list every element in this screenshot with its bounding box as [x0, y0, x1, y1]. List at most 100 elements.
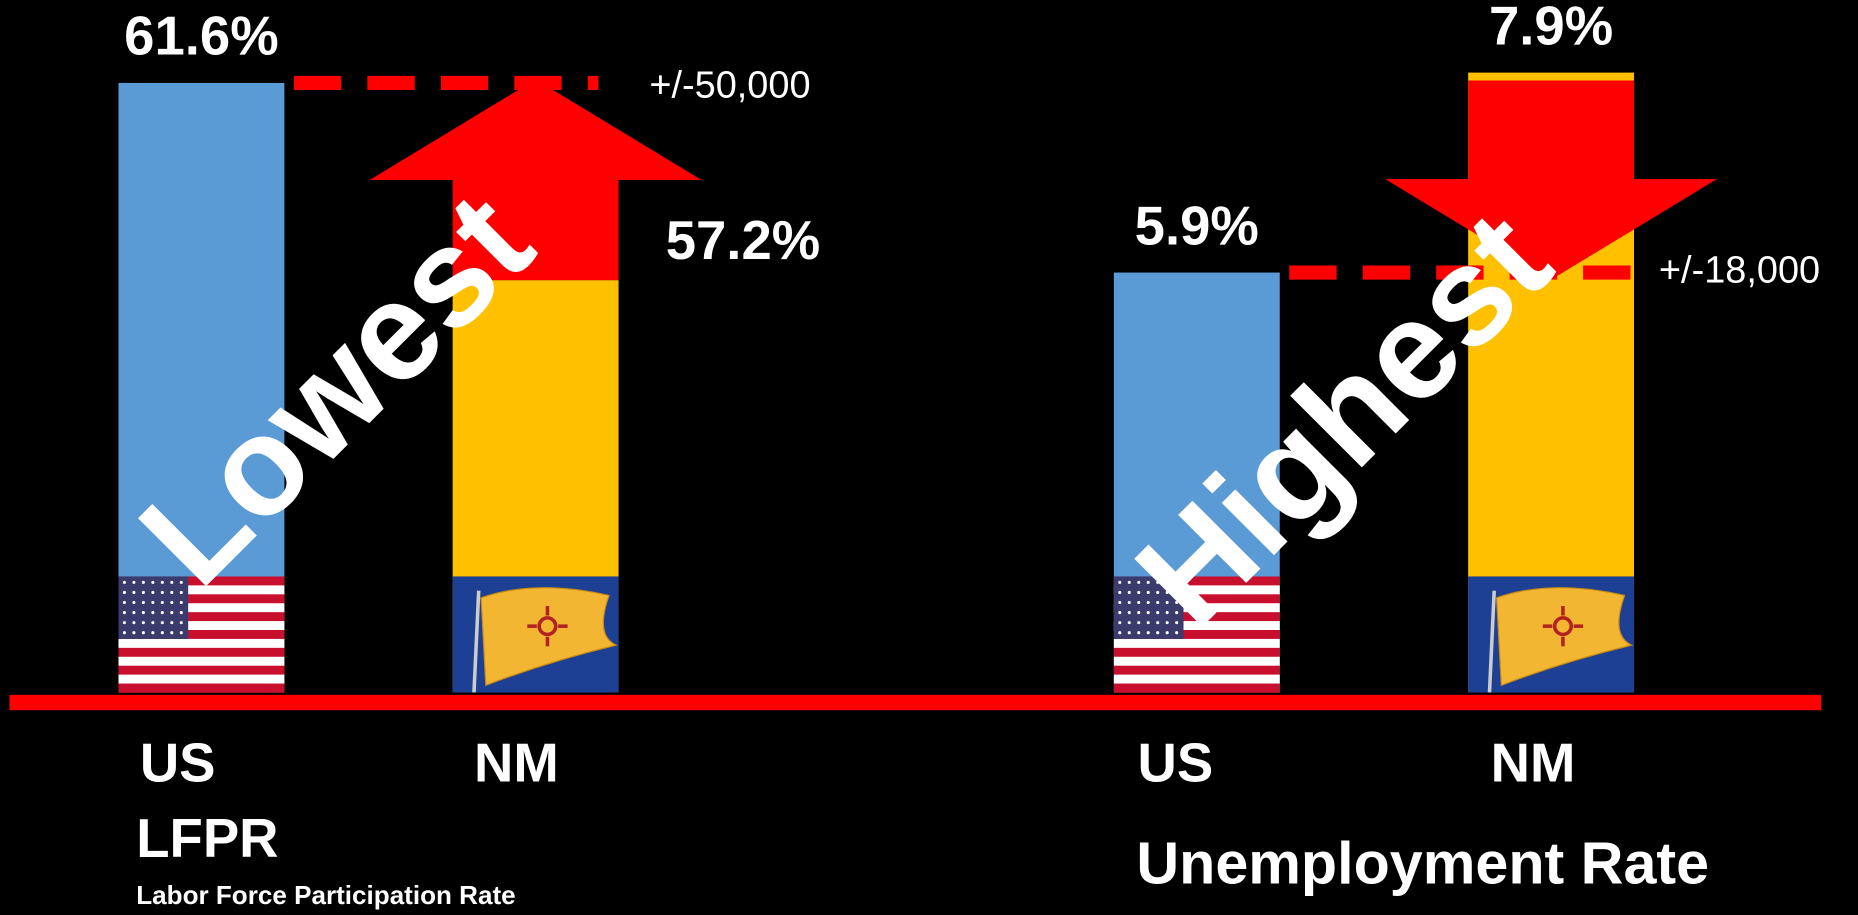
flag-cloth	[480, 587, 619, 687]
flag-star	[170, 580, 174, 584]
flag-star	[1156, 580, 1160, 584]
flag-stripe	[1113, 638, 1280, 649]
flag-star	[1137, 590, 1141, 594]
flag-star	[1118, 600, 1122, 605]
flag-star	[122, 611, 126, 615]
flag-star	[1165, 590, 1169, 594]
flag-star	[1127, 590, 1131, 594]
flag-star	[179, 631, 183, 635]
flag-star	[1118, 621, 1122, 625]
value-label: 7.9%	[1489, 0, 1613, 56]
flag-star	[1137, 621, 1141, 625]
flag-star	[1137, 631, 1141, 635]
flag-star	[141, 611, 145, 615]
flag-star	[179, 580, 183, 584]
flag-star	[170, 590, 174, 594]
flag-star	[141, 631, 145, 635]
flag-star	[1118, 580, 1122, 584]
flag-star	[1175, 580, 1179, 584]
baseline	[9, 694, 1822, 711]
flag-star	[1156, 621, 1160, 625]
flag-star	[1165, 611, 1169, 615]
flag-star	[1127, 621, 1131, 625]
flag-star	[160, 631, 164, 635]
annotation: +/-50,000	[649, 65, 810, 107]
flag-star	[122, 580, 126, 584]
flag-star	[1127, 611, 1131, 615]
nm-flag	[1468, 576, 1635, 693]
flag-stripe	[1113, 630, 1280, 640]
flag-star	[179, 600, 183, 605]
flag-star	[1146, 611, 1150, 615]
flag-star	[141, 621, 145, 625]
flag-star	[151, 621, 155, 625]
flag-stripe	[118, 665, 285, 675]
flag-stripe	[1113, 603, 1280, 613]
flag-stripe	[1113, 594, 1280, 604]
flag-star	[1165, 621, 1169, 625]
flag-stripe	[118, 674, 285, 684]
flag-star	[1175, 600, 1179, 605]
flag-stripe	[1113, 656, 1280, 667]
chart-title: LFPR	[136, 808, 278, 869]
flag-star	[179, 590, 183, 594]
flag-stripe	[118, 594, 285, 604]
flag-star	[1175, 621, 1179, 625]
value-label: 57.2%	[666, 210, 821, 271]
flag-star	[1175, 611, 1179, 615]
flag-stripe	[1113, 683, 1280, 693]
us-flag	[118, 576, 285, 693]
flag-zia	[537, 616, 558, 637]
flag-star	[179, 621, 183, 625]
flag-star	[1165, 600, 1169, 605]
flag-star	[160, 611, 164, 615]
flag-star	[122, 590, 126, 594]
flag-pole	[1487, 590, 1496, 693]
flag-star	[1146, 590, 1150, 594]
flag-stripe	[1113, 612, 1280, 622]
flag-star	[1137, 611, 1141, 615]
flag-stripe	[1113, 647, 1280, 658]
flag-star	[1146, 631, 1150, 635]
flag-star	[151, 611, 155, 615]
flag-star	[1146, 600, 1150, 605]
flag-star	[1156, 590, 1160, 594]
flag-star	[160, 590, 164, 594]
flag-star	[1118, 590, 1122, 594]
flag-canton	[118, 576, 189, 639]
flag-stripe	[118, 656, 285, 667]
category-label: NM	[474, 732, 559, 793]
arrow	[1385, 80, 1717, 280]
flag-star	[170, 621, 174, 625]
flag-star	[132, 631, 136, 635]
flag-star	[1127, 631, 1131, 635]
flag-star	[141, 580, 145, 584]
value-label: 5.9%	[1135, 195, 1259, 256]
flag-star	[132, 580, 136, 584]
flag-cloth	[1495, 587, 1634, 687]
flag-star	[132, 611, 136, 615]
flag-star	[141, 590, 145, 594]
flag-stripe	[118, 576, 285, 586]
flag-star	[132, 600, 136, 605]
flag-star	[1118, 611, 1122, 615]
flag-star	[151, 590, 155, 594]
flag-star	[1156, 631, 1160, 635]
flag-star	[1156, 611, 1160, 615]
flag-star	[122, 621, 126, 625]
value-label: 61.6%	[124, 6, 279, 67]
category-label: NM	[1491, 732, 1576, 793]
flag-star	[170, 611, 174, 615]
flag-star	[1156, 600, 1160, 605]
flag-star	[160, 580, 164, 584]
flag-star	[132, 621, 136, 625]
flag-star	[160, 600, 164, 605]
flag-star	[1175, 590, 1179, 594]
flag-star	[160, 621, 164, 625]
flag-stripe	[118, 638, 285, 649]
flag-star	[1175, 631, 1179, 635]
flag-stripe	[1113, 674, 1280, 684]
flag-canton	[1113, 576, 1184, 639]
flag-star	[170, 631, 174, 635]
